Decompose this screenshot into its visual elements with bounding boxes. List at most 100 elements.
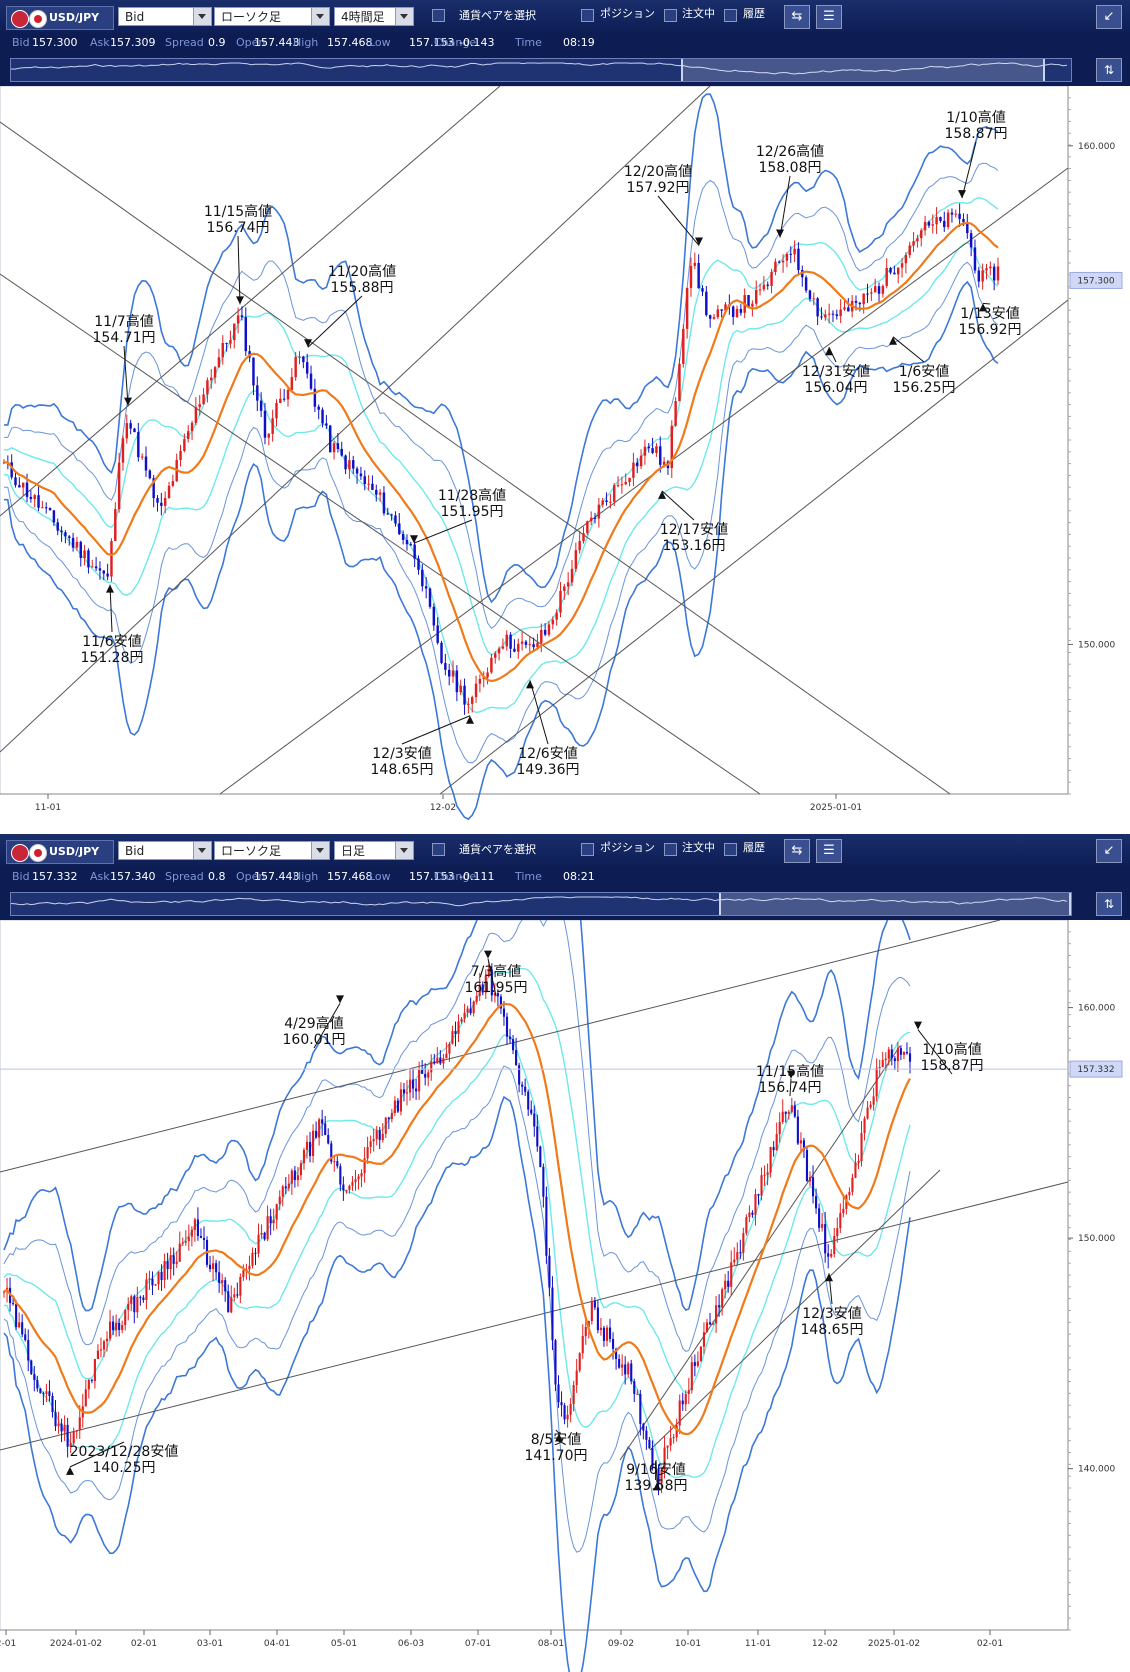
candle-body	[836, 1228, 839, 1237]
chart-canvas[interactable]: 160.000 150.000 140.000 2-01 2024-01-02 02-01…	[0, 920, 1130, 1672]
plot-area	[0, 86, 1069, 795]
currency-pair-button[interactable]: USD/JPY	[6, 6, 114, 30]
candle-body	[854, 301, 858, 303]
candle-body	[721, 1289, 724, 1308]
annotation-arrow	[307, 295, 363, 348]
candle-body	[609, 501, 612, 503]
range-navigator[interactable]: ⇅	[0, 886, 1130, 920]
candle-body	[887, 1049, 890, 1059]
candle-body	[811, 1177, 815, 1197]
chart-tool-icon[interactable]: ⇆	[784, 839, 810, 863]
candle-body	[742, 1233, 745, 1253]
position-label[interactable]: ポジション	[600, 7, 655, 20]
candle-body	[27, 1340, 30, 1361]
candle-body	[862, 293, 865, 305]
candle-body	[697, 262, 700, 289]
history-checkbox[interactable]	[724, 843, 737, 856]
position-checkbox[interactable]	[581, 843, 594, 856]
candle-body	[827, 1253, 830, 1257]
pair-select-label[interactable]: 通貨ペアを選択	[459, 9, 536, 22]
orders-label[interactable]: 注文中	[682, 7, 715, 20]
candle-body	[605, 500, 608, 502]
collapse-icon[interactable]: ↙	[1096, 839, 1122, 863]
settings-icon[interactable]: ☰	[816, 5, 842, 29]
orders-label[interactable]: 注文中	[682, 841, 715, 854]
toolbar: USD/JPY Bid ローソク足 日足 通貨ペアを選択 ポジション 注文中 履…	[0, 834, 1130, 869]
chart-kind-select[interactable]: ローソク足	[214, 7, 330, 26]
range-track[interactable]	[10, 58, 1072, 82]
price-type-select[interactable]: Bid	[118, 7, 212, 26]
candle-body	[460, 1018, 463, 1022]
candle-body	[369, 1141, 372, 1148]
period-select[interactable]: 4時間足	[334, 7, 414, 26]
pair-select-checkbox[interactable]	[432, 9, 445, 22]
history-label[interactable]: 履歴	[743, 7, 765, 20]
candle-body	[518, 1065, 521, 1085]
trendline	[0, 121, 951, 795]
candle-body	[114, 509, 117, 542]
candle-body	[233, 323, 236, 341]
candle-body	[359, 473, 363, 477]
candle-body	[762, 284, 766, 290]
candle-body	[281, 1186, 284, 1197]
candle-body	[681, 1400, 684, 1405]
annotation-label: 11/28高値	[438, 487, 506, 504]
bollinger-band-line	[4, 1034, 911, 1479]
candle-body	[198, 404, 201, 408]
last-price-label: 157.332	[1077, 1065, 1114, 1075]
candle-body	[833, 1236, 836, 1254]
history-label[interactable]: 履歴	[743, 841, 765, 854]
candle-body	[18, 485, 21, 488]
orders-checkbox[interactable]	[664, 843, 677, 856]
annotation-arrow	[555, 1429, 560, 1434]
pair-select-label[interactable]: 通貨ペアを選択	[459, 843, 536, 856]
candle-body	[293, 1170, 296, 1181]
candle-body	[524, 1086, 527, 1092]
candle-body	[302, 1149, 306, 1164]
range-selection-handle[interactable]	[719, 893, 1071, 915]
candle-body	[333, 1161, 336, 1163]
chevron-down-icon	[395, 8, 413, 25]
candle-body	[474, 683, 478, 698]
candle-body	[145, 1279, 148, 1301]
candle-body	[451, 1031, 454, 1044]
collapse-icon[interactable]: ↙	[1096, 5, 1122, 29]
annotation-arrow	[655, 1459, 658, 1483]
candle-body	[84, 1389, 87, 1407]
currency-pair-button[interactable]: USD/JPY	[6, 840, 114, 864]
candle-body	[612, 485, 616, 502]
candle-body	[96, 1350, 99, 1360]
candle-body	[923, 221, 927, 231]
chart-tool-icon[interactable]: ⇆	[784, 5, 810, 29]
settings-icon[interactable]: ☰	[816, 839, 842, 863]
zoom-reset-icon[interactable]: ⇅	[1096, 58, 1122, 82]
annotation-label: 1/10高値	[946, 109, 1005, 126]
price-type-select[interactable]: Bid	[118, 841, 212, 860]
candle-body	[394, 515, 397, 524]
candle-body	[79, 541, 82, 558]
annotation-label: 11/15高値	[204, 203, 272, 220]
candle-body	[390, 514, 393, 516]
candle-body	[889, 268, 892, 273]
period-select[interactable]: 日足	[334, 841, 414, 860]
zoom-reset-icon[interactable]: ⇅	[1096, 892, 1122, 916]
position-checkbox[interactable]	[581, 9, 594, 22]
history-checkbox[interactable]	[724, 9, 737, 22]
range-selection-handle[interactable]	[681, 59, 1045, 81]
position-label[interactable]: ポジション	[600, 841, 655, 854]
orders-checkbox[interactable]	[664, 9, 677, 22]
arrow-head-icon	[336, 995, 344, 1004]
x-tick-label: 08-01	[538, 1639, 564, 1649]
candle-body	[436, 1057, 439, 1064]
candle-body	[778, 261, 781, 263]
candle-body	[336, 1161, 339, 1167]
candle-body	[48, 1391, 51, 1396]
pair-select-checkbox[interactable]	[432, 843, 445, 856]
candle-body	[602, 1327, 606, 1341]
chart-kind-select[interactable]: ローソク足	[214, 841, 330, 860]
candle-body	[669, 1438, 672, 1446]
range-navigator[interactable]: ⇅	[0, 52, 1130, 86]
range-track[interactable]	[10, 892, 1072, 916]
chart-canvas[interactable]: 160.000 150.000 11-01 12-02 2025-01-01 157.30…	[0, 86, 1130, 834]
candle-body	[647, 446, 650, 449]
